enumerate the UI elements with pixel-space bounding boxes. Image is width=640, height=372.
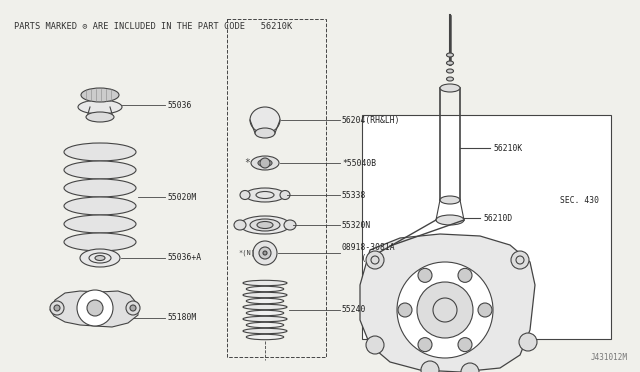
Circle shape [87,300,103,316]
Ellipse shape [240,190,250,199]
Circle shape [458,268,472,282]
Ellipse shape [246,298,284,304]
Circle shape [50,301,64,315]
Text: 56210K: 56210K [493,144,522,153]
Ellipse shape [257,221,273,228]
Ellipse shape [246,286,284,292]
Text: 56204(RH&LH): 56204(RH&LH) [342,115,401,125]
Ellipse shape [284,220,296,230]
Ellipse shape [440,84,460,92]
Ellipse shape [64,179,136,197]
Text: 55036: 55036 [167,100,191,109]
Ellipse shape [440,196,460,204]
Ellipse shape [78,100,122,114]
Bar [362,115,611,339]
Ellipse shape [280,190,290,199]
Text: 56210D: 56210D [483,214,512,222]
Text: 55320N: 55320N [342,221,371,230]
Text: *55040B: *55040B [342,158,376,167]
Circle shape [253,241,277,265]
Circle shape [458,338,472,352]
Circle shape [398,303,412,317]
Ellipse shape [243,280,287,286]
Ellipse shape [250,219,280,231]
Ellipse shape [447,69,454,73]
Ellipse shape [64,143,136,161]
Ellipse shape [258,160,272,167]
Ellipse shape [64,215,136,233]
Ellipse shape [250,107,280,133]
Ellipse shape [447,53,454,57]
Ellipse shape [255,128,275,138]
Ellipse shape [243,328,287,334]
Ellipse shape [86,112,114,122]
Text: 55020M: 55020M [167,192,196,202]
Text: PARTS MARKED ⊙ ARE INCLUDED IN THE PART CODE   56210K: PARTS MARKED ⊙ ARE INCLUDED IN THE PART … [14,22,292,31]
Circle shape [397,262,493,358]
Circle shape [130,305,136,311]
Circle shape [421,361,439,372]
Ellipse shape [246,322,284,328]
Circle shape [418,268,432,282]
Ellipse shape [447,77,454,81]
Ellipse shape [64,197,136,215]
Circle shape [366,251,384,269]
Bar [227,19,326,357]
Text: 55036+A: 55036+A [167,253,201,263]
Ellipse shape [64,161,136,179]
Circle shape [54,305,60,311]
Circle shape [519,333,537,351]
Ellipse shape [243,316,287,322]
Circle shape [511,251,529,269]
Ellipse shape [243,292,287,298]
Text: 55180M: 55180M [167,314,196,323]
Text: 55338: 55338 [342,190,366,199]
Text: *: * [244,158,250,168]
Circle shape [77,290,113,326]
Ellipse shape [234,220,246,230]
Circle shape [366,336,384,354]
Text: *(N): *(N) [239,250,255,256]
Ellipse shape [64,233,136,251]
Ellipse shape [95,256,105,260]
Circle shape [417,282,473,338]
Ellipse shape [246,334,284,340]
Ellipse shape [80,249,120,267]
Circle shape [263,251,267,255]
Ellipse shape [240,216,290,234]
Ellipse shape [447,61,454,65]
Text: 55240: 55240 [342,305,366,314]
Circle shape [259,247,271,259]
Circle shape [478,303,492,317]
Polygon shape [50,291,138,327]
Ellipse shape [246,310,284,316]
Polygon shape [360,234,535,372]
Circle shape [418,338,432,352]
Ellipse shape [81,88,119,102]
Circle shape [461,363,479,372]
Circle shape [260,158,270,168]
Ellipse shape [436,215,464,225]
Circle shape [126,301,140,315]
Text: 08918-3081A
    (4): 08918-3081A (4) [342,243,396,263]
Ellipse shape [251,156,279,170]
Text: SEC. 430: SEC. 430 [560,196,599,205]
Ellipse shape [243,304,287,310]
Text: J431012M: J431012M [591,353,628,362]
Ellipse shape [245,188,285,202]
